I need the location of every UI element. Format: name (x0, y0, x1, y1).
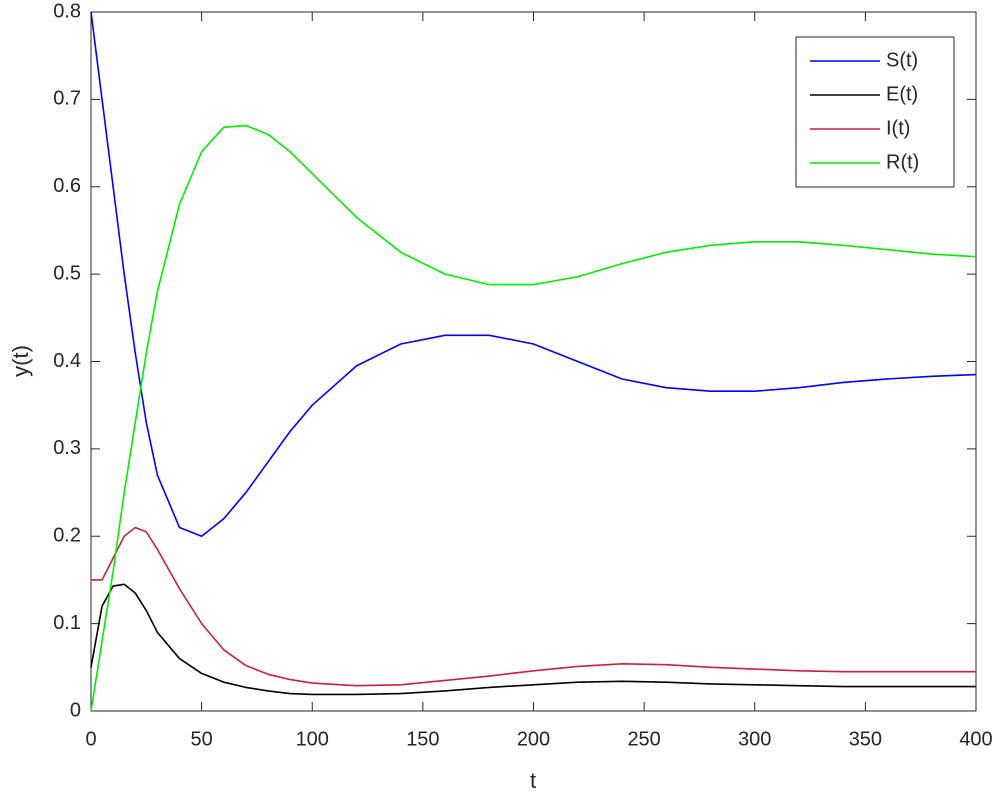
series-line (90, 11, 977, 538)
legend-label: E(t) (886, 83, 918, 105)
x-tick-label: 300 (738, 728, 771, 750)
x-tick-label: 350 (849, 728, 882, 750)
y-tick-label: 0.7 (53, 88, 81, 110)
y-tick-label: 0.8 (53, 0, 81, 22)
series-line (91, 526, 976, 687)
x-tick-label: 150 (406, 728, 439, 750)
legend-label: S(t) (886, 49, 918, 71)
series-line (90, 583, 976, 696)
x-tick-label: 250 (627, 728, 660, 750)
series-line (90, 124, 977, 712)
x-tick-label: 50 (191, 728, 213, 750)
y-tick-label: 0.1 (53, 612, 81, 634)
y-tick-label: 0.4 (53, 350, 81, 372)
y-tick-label: 0.6 (53, 175, 81, 197)
y-tick-label: 0.2 (53, 525, 81, 547)
legend-label: R(t) (886, 151, 919, 173)
legend-box (795, 36, 955, 188)
y-tick-label: 0.3 (53, 437, 81, 459)
y-axis-label: y(t) (8, 345, 33, 377)
x-tick-label: 200 (517, 728, 550, 750)
y-tick-label: 0 (70, 699, 81, 721)
x-axis-label: t (530, 768, 536, 793)
y-tick-label: 0.5 (53, 262, 81, 284)
legend-label: I(t) (886, 117, 910, 139)
x-tick-label: 0 (85, 728, 96, 750)
x-tick-label: 100 (296, 728, 329, 750)
x-tick-label: 400 (959, 728, 992, 750)
